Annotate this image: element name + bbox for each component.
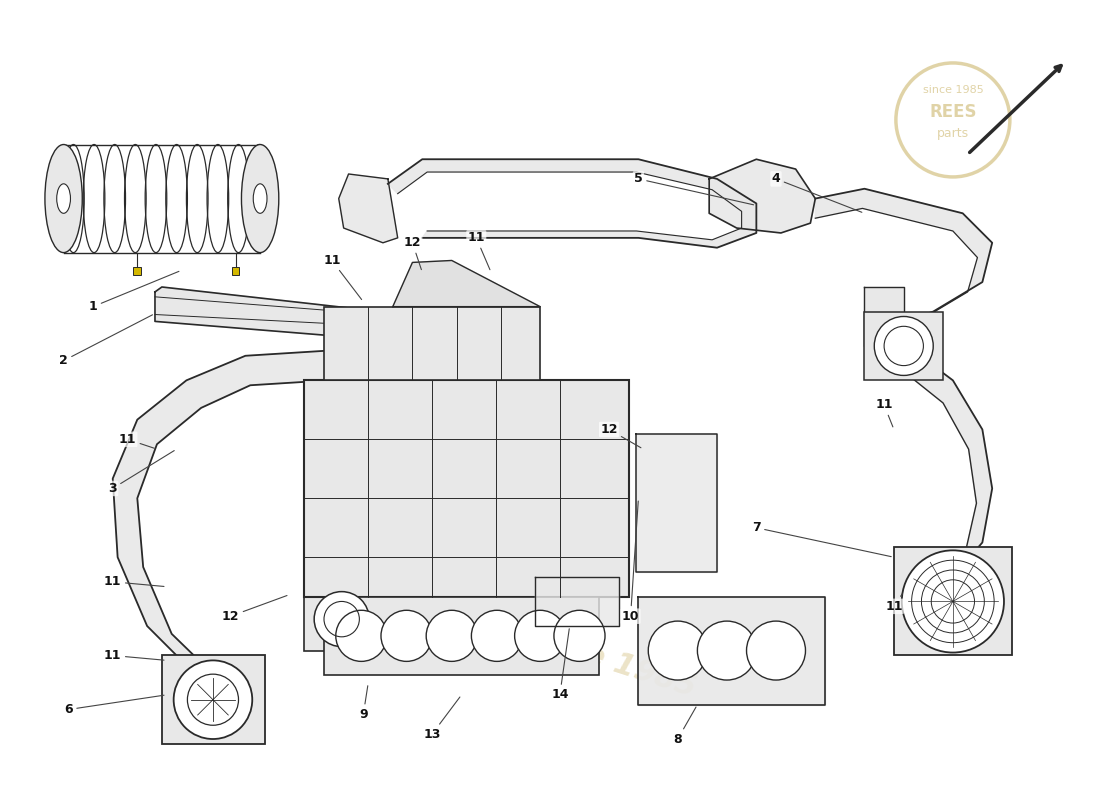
Ellipse shape (45, 145, 82, 253)
Ellipse shape (253, 184, 267, 214)
FancyBboxPatch shape (305, 586, 378, 650)
Text: 14: 14 (551, 629, 570, 702)
Text: parts: parts (937, 127, 969, 140)
Polygon shape (393, 261, 540, 306)
Polygon shape (536, 577, 619, 626)
Polygon shape (815, 189, 992, 336)
Ellipse shape (242, 145, 278, 253)
FancyBboxPatch shape (232, 267, 240, 275)
Circle shape (874, 317, 933, 375)
Text: for parts since 1985: for parts since 1985 (362, 569, 700, 703)
FancyBboxPatch shape (305, 380, 628, 597)
Text: 11: 11 (104, 649, 164, 662)
Polygon shape (638, 597, 825, 705)
Text: since 1985: since 1985 (923, 86, 983, 95)
Text: 11: 11 (876, 398, 893, 427)
Text: 4: 4 (771, 173, 862, 212)
Circle shape (902, 550, 1004, 653)
Text: 8: 8 (673, 707, 696, 746)
FancyBboxPatch shape (133, 267, 141, 275)
Text: 3: 3 (109, 450, 174, 495)
Polygon shape (339, 174, 398, 242)
Text: 10: 10 (621, 501, 639, 622)
FancyBboxPatch shape (162, 655, 265, 744)
Circle shape (381, 610, 432, 662)
Circle shape (648, 621, 707, 680)
Text: 11: 11 (104, 575, 164, 588)
Text: 12: 12 (601, 423, 641, 448)
Circle shape (697, 621, 757, 680)
Text: 12: 12 (222, 595, 287, 622)
Circle shape (315, 592, 370, 646)
Text: 5: 5 (634, 173, 754, 205)
Circle shape (426, 610, 477, 662)
Ellipse shape (57, 184, 70, 214)
Polygon shape (865, 287, 904, 346)
Polygon shape (637, 434, 717, 572)
FancyBboxPatch shape (894, 547, 1012, 655)
Text: REES: REES (930, 103, 977, 121)
Circle shape (336, 610, 387, 662)
Circle shape (554, 610, 605, 662)
Circle shape (747, 621, 805, 680)
Polygon shape (388, 159, 757, 248)
Text: 11: 11 (886, 594, 903, 613)
Text: 11: 11 (468, 231, 490, 270)
Text: 11: 11 (119, 433, 154, 448)
Circle shape (515, 610, 565, 662)
Text: 9: 9 (359, 686, 367, 721)
Circle shape (472, 610, 522, 662)
Text: 1: 1 (89, 271, 179, 313)
Text: 6: 6 (64, 695, 164, 716)
Polygon shape (155, 287, 385, 339)
Text: 11: 11 (323, 254, 362, 299)
Circle shape (174, 660, 252, 739)
FancyBboxPatch shape (865, 311, 943, 380)
Text: 7: 7 (752, 522, 891, 557)
Text: 12: 12 (404, 236, 421, 270)
FancyBboxPatch shape (324, 306, 540, 380)
Text: a passion: a passion (302, 500, 542, 614)
Text: 2: 2 (59, 315, 153, 367)
Polygon shape (874, 336, 992, 586)
Polygon shape (710, 159, 815, 233)
FancyBboxPatch shape (324, 597, 600, 675)
Text: 13: 13 (424, 697, 460, 741)
Polygon shape (112, 351, 373, 694)
